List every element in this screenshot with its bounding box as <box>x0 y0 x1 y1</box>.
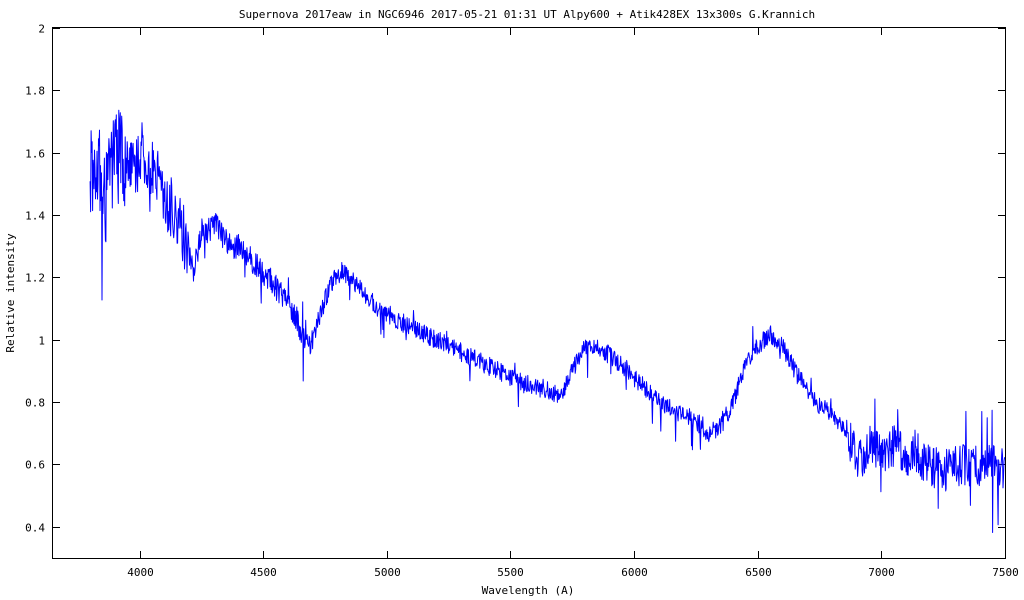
x-tick-label: 4500 <box>250 566 277 579</box>
x-tick-label: 7500 <box>992 566 1019 579</box>
y-tick-label: 1 <box>38 335 45 348</box>
x-axis: 4000 4500 5000 5500 6000 6500 7000 7500 <box>127 28 1019 579</box>
chart-title: Supernova 2017eaw in NGC6946 2017-05-21 … <box>239 8 815 21</box>
spectrum-line <box>89 109 1006 533</box>
y-tick-label: 1.2 <box>25 272 45 285</box>
x-tick-label: 7000 <box>868 566 895 579</box>
x-tick-label: 5500 <box>497 566 524 579</box>
y-axis-label: Relative intensity <box>4 233 17 353</box>
plot-frame <box>52 27 1006 559</box>
y-tick-label: 0.4 <box>25 522 45 535</box>
x-tick-label: 6000 <box>621 566 648 579</box>
y-tick-label: 0.8 <box>25 397 45 410</box>
y-tick-label: 1.6 <box>25 148 45 161</box>
x-tick-label: 4000 <box>127 566 154 579</box>
x-tick-label: 6500 <box>745 566 772 579</box>
x-tick-label: 5000 <box>374 566 401 579</box>
y-tick-label: 1.4 <box>25 210 45 223</box>
x-axis-label: Wavelength (A) <box>482 584 575 597</box>
y-axis: 0.4 0.6 0.8 1 1.2 1.4 1.6 1.8 2 <box>25 23 1005 535</box>
y-tick-label: 0.6 <box>25 459 45 472</box>
y-tick-label: 2 <box>38 23 45 36</box>
y-tick-label: 1.8 <box>25 85 45 98</box>
